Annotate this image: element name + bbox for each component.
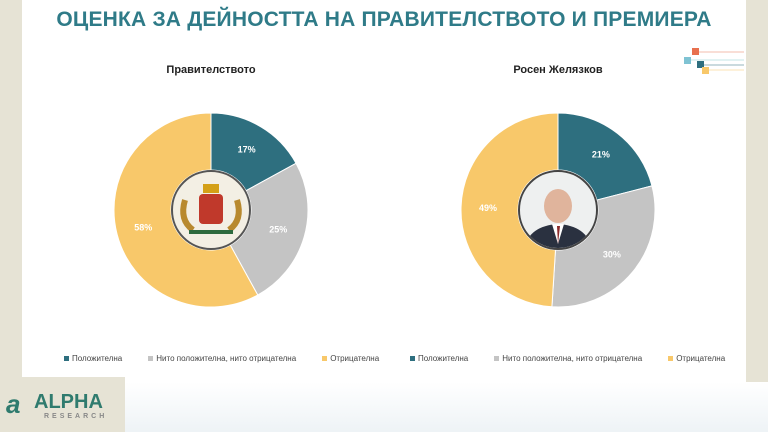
data-label-positive: 17% <box>238 145 256 155</box>
slice-negative <box>113 112 259 308</box>
alpha-research-logo: a ALPHA RESEARCH <box>0 377 125 432</box>
decorative-squares-icon <box>684 48 744 74</box>
right-decor-strip <box>746 0 768 432</box>
page-title: ОЦЕНКА ЗА ДЕЙНОСТТА НА ПРАВИТЕЛСТВОТО И … <box>56 8 712 31</box>
data-label-neutral: 30% <box>603 250 621 260</box>
legend-item-negative: Отрицателна <box>322 354 379 363</box>
legend-government: Положителна Нито положителна, нито отриц… <box>64 354 379 363</box>
data-label-positive: 21% <box>592 150 610 160</box>
donut-chart-pm: 21% 30% 49% <box>460 112 656 308</box>
legend-item-positive: Положителна <box>410 354 468 363</box>
chart-title-government: Правителството <box>166 64 256 76</box>
data-label-neutral: 25% <box>269 225 287 235</box>
left-decor-strip <box>0 0 22 432</box>
legend-item-positive: Положителна <box>64 354 122 363</box>
chart-title-pm: Росен Желязков <box>513 64 603 76</box>
coat-of-arms-icon <box>171 170 251 250</box>
data-label-negative: 58% <box>134 222 152 232</box>
legend-item-negative: Отрицателна <box>668 354 725 363</box>
legend-item-neutral: Нито положителна, нито отрицателна <box>148 354 296 363</box>
donut-chart-government: 17% 25% 58% <box>113 112 309 308</box>
legend-pm: Положителна Нито положителна, нито отриц… <box>410 354 725 363</box>
portrait-photo <box>518 170 598 250</box>
data-label-negative: 49% <box>479 203 497 213</box>
snow-decoration <box>0 382 768 432</box>
legend-item-neutral: Нито положителна, нито отрицателна <box>494 354 642 363</box>
